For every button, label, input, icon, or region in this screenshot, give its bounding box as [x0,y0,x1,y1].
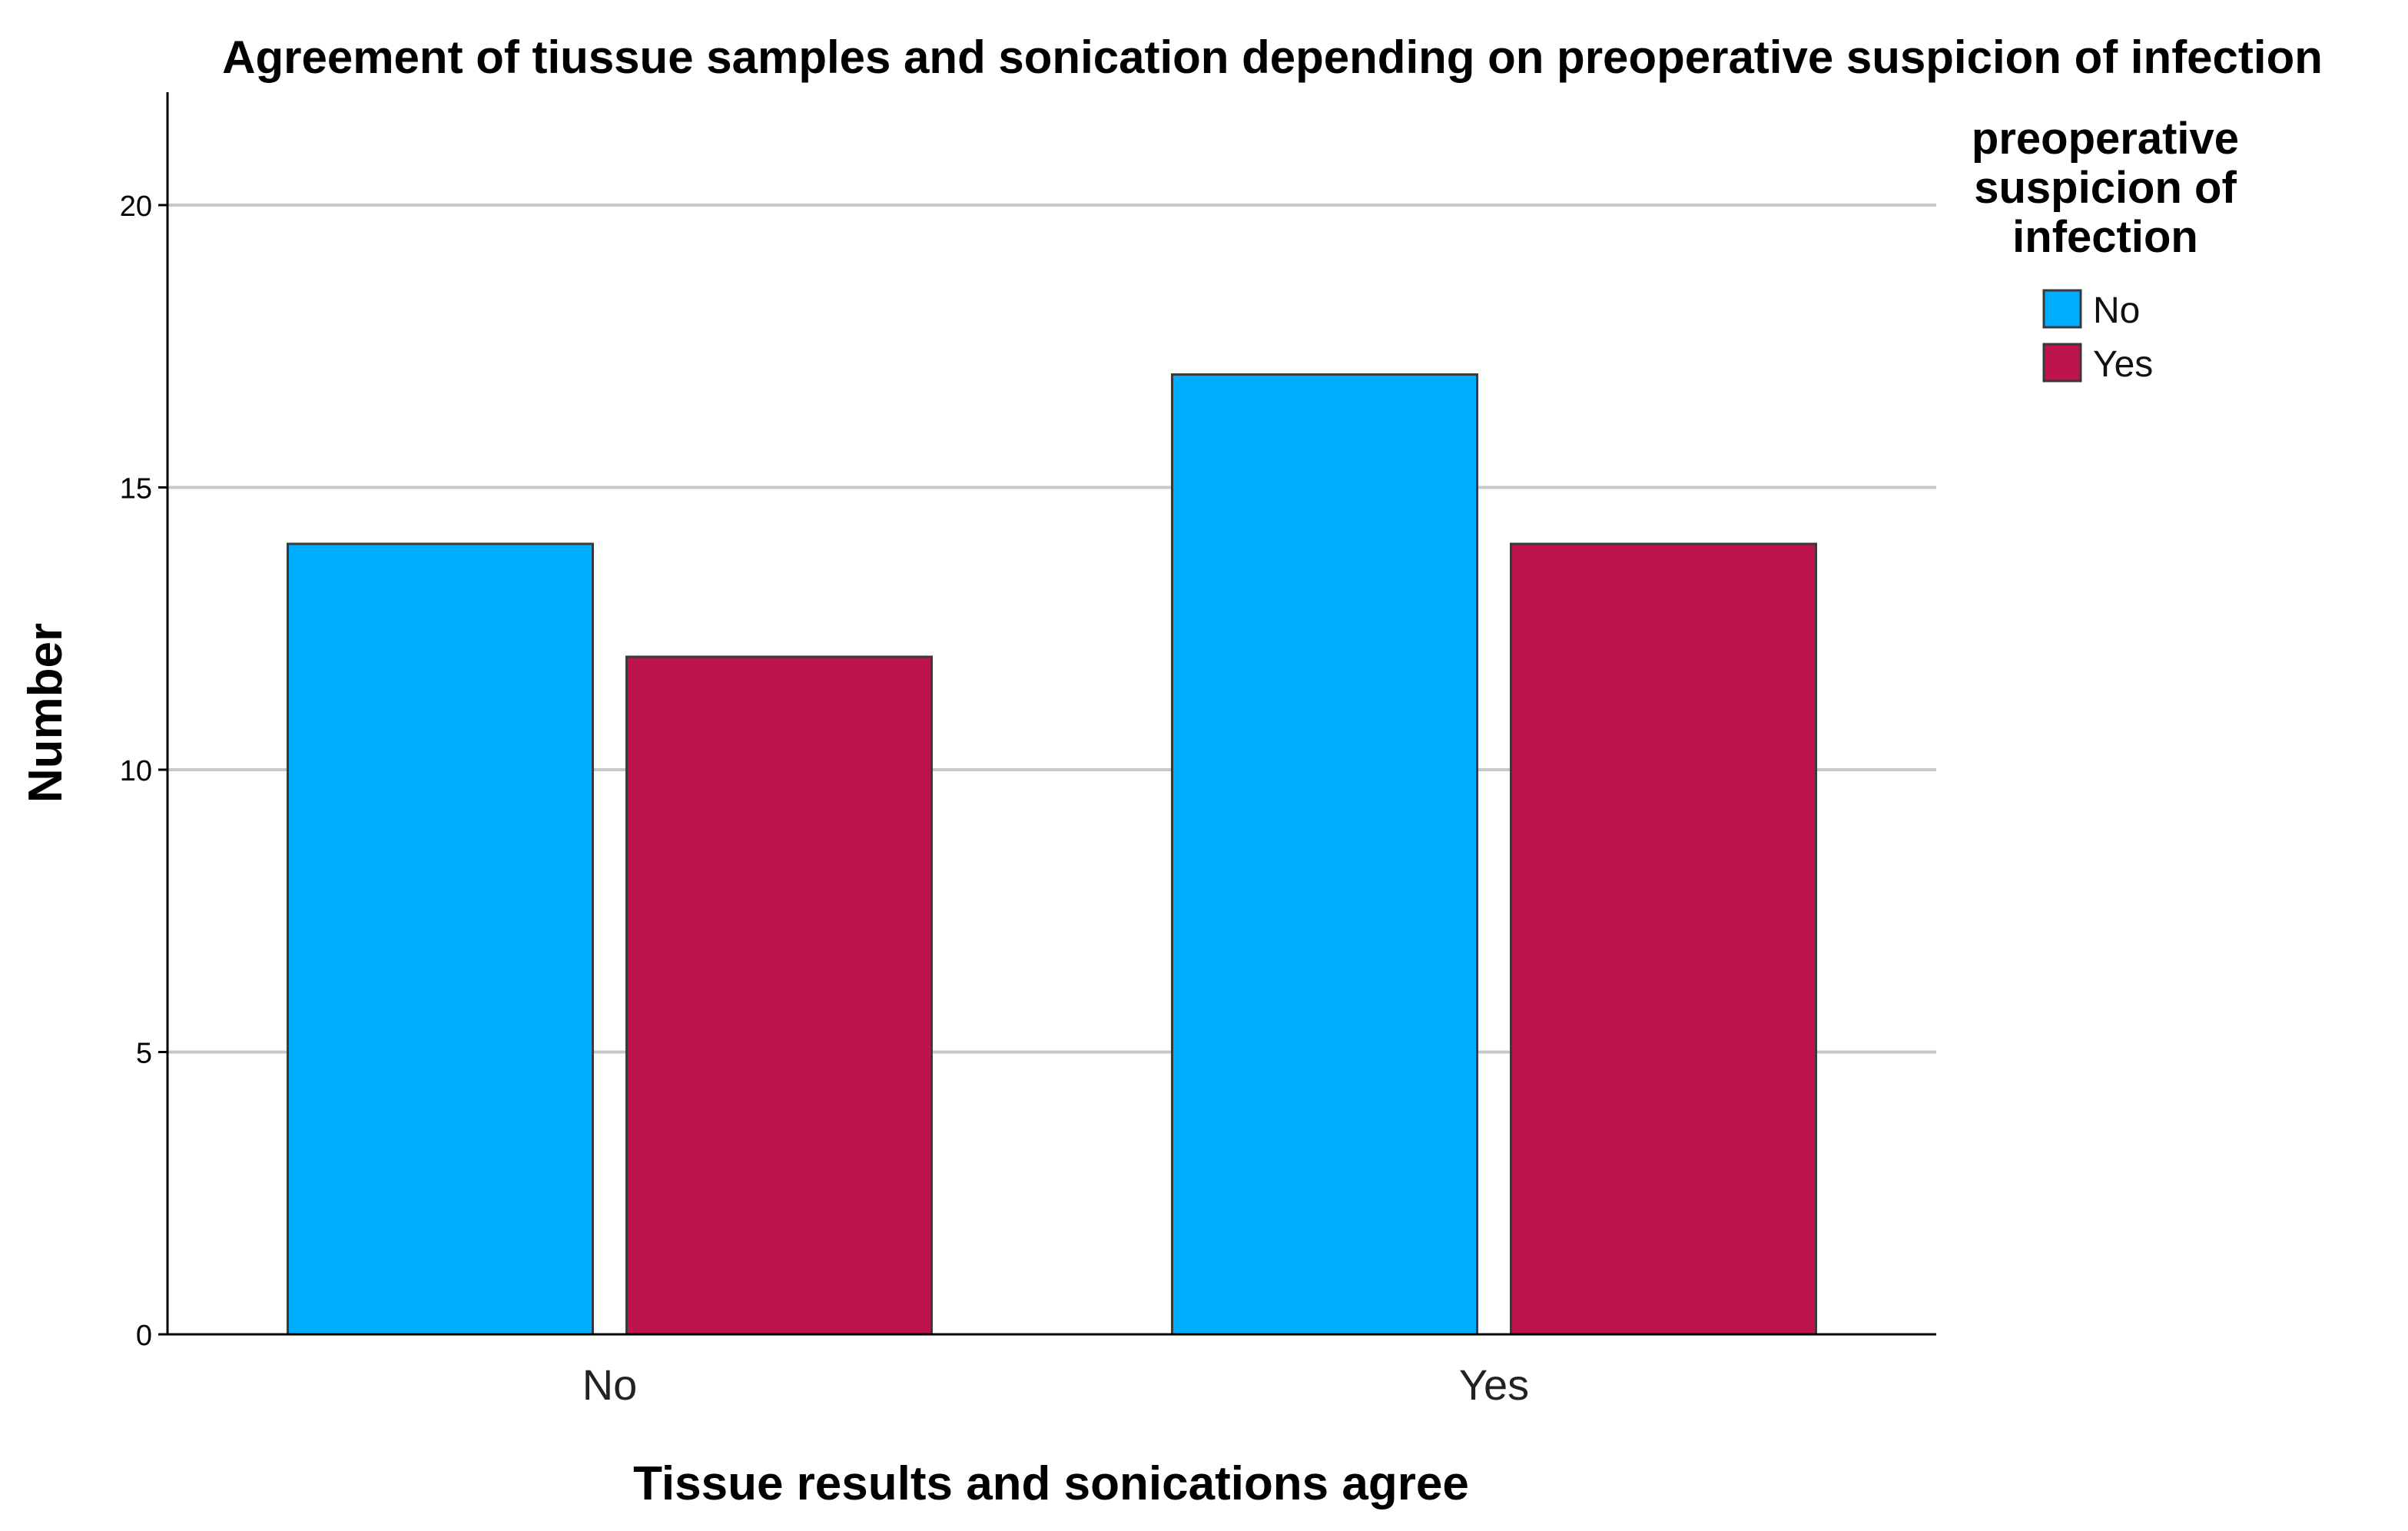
bar-no-series-yes [625,655,933,1336]
legend-label-yes: Yes [2093,344,2153,385]
x-tick-label-no: No [582,1360,638,1409]
y-tick-label-20: 20 [120,191,152,223]
legend-title-line-2: suspicion of [1974,163,2237,213]
legend-items: No Yes [2042,289,2153,385]
y-tick-label-10: 10 [120,755,152,787]
bar-yes-series-no [1171,373,1478,1336]
bar-no-series-no [287,542,594,1336]
x-axis-ticks: No Yes [582,1360,1529,1409]
legend-title-line-1: preoperative [1972,114,2239,164]
y-tick-label-15: 15 [120,473,152,505]
x-tick-label-yes: Yes [1459,1360,1529,1409]
legend-swatch-no [2042,289,2082,329]
legend-title-line-3: infection [2012,212,2198,262]
chart-title: Agreement of tiussue samples and sonicat… [222,31,2323,83]
y-axis-ticks: 0 5 10 15 20 [120,191,167,1352]
legend: preoperative suspicion of infection No Ye… [1972,114,2239,385]
legend-swatch-yes [2042,343,2082,383]
x-axis-title: Tissue results and sonications agree [633,1457,1469,1510]
legend-label-no: No [2093,290,2140,331]
bars [287,373,1817,1336]
bar-yes-series-yes [1510,542,1817,1336]
y-axis-title: Number [19,623,72,803]
y-tick-label-0: 0 [136,1320,152,1352]
y-tick-label-5: 5 [136,1038,152,1070]
